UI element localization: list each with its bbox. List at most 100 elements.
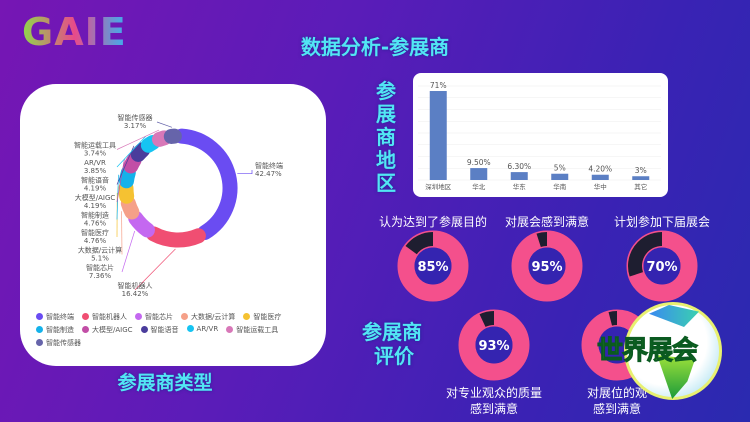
- donut-label2-3: 感到满意: [470, 401, 518, 416]
- bar-4: [591, 174, 609, 180]
- region-title: 参展商地区: [374, 80, 398, 195]
- pie-slice-4: [118, 180, 135, 204]
- donut-value-3: 93%: [478, 339, 509, 354]
- bar-3: [551, 173, 569, 180]
- pie-value-6: 4.19%: [84, 202, 107, 210]
- donut-label-2: 计划参加下届展会: [614, 214, 710, 229]
- pie-value-2: 7.36%: [89, 272, 112, 280]
- donut-center-3: [475, 326, 513, 364]
- evaluation-donuts: 85% 认为达到了参展目的 95% 对展会感到满意 70% 计划参加下届展会 93% 对专业观…: [379, 214, 710, 416]
- bar-value-label-1: 9.50%: [467, 158, 491, 167]
- pie-label-2: 智能芯片: [86, 263, 114, 272]
- donut-remainder-3: [479, 311, 495, 328]
- exhibitor-type-title: 参展商类型: [117, 372, 213, 394]
- pie-slice-5: [119, 165, 136, 189]
- pie-slice-8: [140, 134, 161, 153]
- donut-label-3: 对专业观众的质量: [446, 385, 542, 400]
- donut-label-1: 对展会感到满意: [505, 214, 589, 229]
- legend-label: 智能医疗: [253, 313, 282, 321]
- donut-remainder-2: [628, 232, 663, 277]
- pie-value-5: 4.76%: [84, 220, 107, 228]
- world-expo-globe-logo: [624, 302, 722, 400]
- legend-swatch: [140, 326, 148, 333]
- pie-slice-3: [120, 195, 140, 220]
- page-title: 数据分析-参展商: [300, 35, 450, 59]
- legend-item-4[interactable]: 智能医疗: [243, 312, 281, 322]
- legend-item-1[interactable]: 智能机器人: [82, 312, 127, 322]
- legend-item-0[interactable]: 智能终端: [36, 312, 74, 322]
- legend-item-7[interactable]: 智能语音: [140, 325, 179, 335]
- pie-value-9: 3.74%: [84, 150, 107, 158]
- legend-swatch: [36, 326, 43, 333]
- pie-slice-1: [146, 226, 206, 248]
- legend-label: 智能机器人: [92, 313, 127, 321]
- bar-category-label-0: 深圳地区: [425, 182, 452, 191]
- bar-5: [632, 176, 650, 180]
- pie-label-4: 智能医疗: [81, 228, 109, 237]
- legend-swatch: [181, 313, 188, 320]
- pie-label-9: 智能运载工具: [74, 141, 116, 150]
- bar-0: [429, 91, 447, 180]
- region-title-char: 展: [376, 102, 396, 126]
- pie-leader-1: [134, 248, 176, 291]
- legend-item-8[interactable]: AR/VR: [186, 325, 219, 335]
- pie-label-6: 大模型/AIGC: [75, 193, 116, 202]
- legend-swatch: [36, 339, 43, 346]
- bar-category-label-2: 华东: [513, 182, 527, 191]
- region-card: [413, 73, 668, 197]
- bar-2: [510, 172, 528, 180]
- donut-center-0: [414, 247, 452, 285]
- legend-item-6[interactable]: 大模型/AIGC: [82, 325, 133, 335]
- pie-slice-0: [174, 128, 238, 241]
- bar-value-label-5: 3%: [635, 166, 647, 175]
- legend-swatch: [82, 313, 89, 320]
- donut-label-0: 认为达到了参展目的: [379, 214, 487, 229]
- legend-swatch: [243, 313, 251, 320]
- legend-label: 智能制造: [46, 326, 74, 334]
- legend-item-9[interactable]: 智能运载工具: [226, 325, 278, 335]
- legend-label: 大数据/云计算: [191, 313, 236, 321]
- pie-leader-8: [116, 135, 147, 168]
- pie-label-1: 智能机器人: [118, 281, 153, 290]
- legend-item-10[interactable]: 智能传感器: [36, 338, 81, 348]
- bar-value-label-0: 71%: [430, 81, 447, 90]
- pie-value-8: 3.85%: [84, 167, 107, 175]
- pie-value-7: 4.19%: [84, 185, 107, 193]
- legend-swatch: [82, 326, 89, 333]
- bar-value-label-2: 6.30%: [507, 162, 531, 171]
- legend-swatch: [186, 325, 194, 332]
- legend-swatch: [135, 313, 142, 320]
- donut-remainder-1: [536, 232, 548, 248]
- world-expo-watermark: 世界展会: [596, 336, 698, 367]
- pie-leader-6: [116, 158, 125, 203]
- region-title-char: 商: [376, 125, 396, 149]
- evaluation-title-line1: 参展商: [362, 320, 422, 344]
- pie-value-1: 16.42%: [122, 290, 149, 298]
- donut-value-1: 95%: [531, 260, 562, 275]
- pie-legend: 智能终端 智能机器人 智能芯片 大数据/云计算 智能医疗智能制造 大模型/AIGC 智能语音…: [36, 312, 321, 348]
- donut-value-2: 70%: [646, 260, 677, 275]
- legend-label: 智能芯片: [145, 313, 173, 321]
- evaluation-title-line2: 评价: [374, 344, 414, 368]
- donut-center-1: [528, 247, 566, 285]
- donut-center-2: [643, 247, 681, 285]
- pie-slice-7: [130, 142, 151, 162]
- legend-item-3[interactable]: 大数据/云计算: [181, 312, 235, 322]
- legend-label: 大模型/AIGC: [92, 326, 133, 334]
- legend-item-5[interactable]: 智能制造: [36, 325, 74, 335]
- legend-label: 智能运载工具: [236, 326, 279, 334]
- region-title-char: 区: [376, 171, 396, 195]
- pie-slice-9: [151, 130, 172, 147]
- legend-item-2[interactable]: 智能芯片: [135, 312, 173, 322]
- legend-label: 智能传感器: [46, 339, 81, 347]
- donut-remainder-0: [405, 232, 434, 255]
- legend-swatch: [36, 313, 43, 320]
- pie-label-3: 大数据/云计算: [78, 246, 122, 255]
- legend-label: AR/VR: [196, 325, 219, 333]
- donut-label2-4: 感到满意: [593, 401, 641, 416]
- region-bar-chart: 71% 深圳地区 9.50% 华北 6.30% 华东 5% 华南 4.20% 华中 3% 其它: [418, 81, 661, 191]
- pie-leader-9: [116, 129, 160, 150]
- gaie-logo: GAIE: [22, 10, 127, 54]
- pie-label-0: 智能终端: [255, 161, 283, 170]
